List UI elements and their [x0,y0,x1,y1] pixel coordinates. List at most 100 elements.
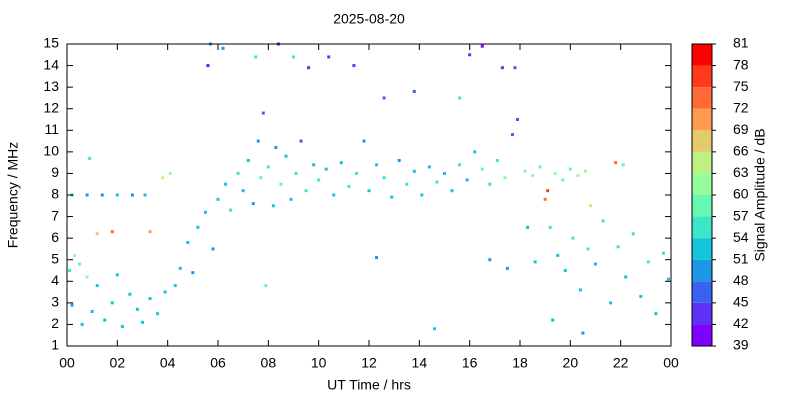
data-point [352,64,356,68]
data-point [284,154,288,158]
y-tick-label: 13 [43,78,59,94]
y-tick-label: 1 [51,337,59,353]
y-tick-label: 10 [43,143,59,159]
colorbar-segment [692,324,712,346]
colorbar-segment [692,259,712,282]
x-tick-label: 22 [613,355,629,371]
data-point [503,176,507,180]
colorbar-segment [692,130,712,152]
data-point [73,253,77,257]
data-point [186,240,190,244]
data-point [88,156,92,160]
data-point [505,266,509,270]
data-point [115,193,119,197]
colorbar-segment [692,195,712,217]
data-point [135,307,139,311]
data-point [163,290,167,294]
data-point [561,178,565,182]
data-point [256,139,260,143]
colorbar-segment [692,108,712,131]
data-point [130,193,134,197]
colorbar-tick-label: 81 [733,35,749,51]
data-point [216,197,220,201]
x-tick-label: 18 [512,355,528,371]
data-point [307,66,311,70]
colorbar-tick-label: 72 [733,99,749,115]
data-point [236,171,240,175]
data-point [317,178,321,182]
data-point [375,256,379,260]
data-point [203,210,207,214]
data-point [654,312,658,316]
data-point [531,174,535,178]
data-point [473,150,477,154]
data-point [458,96,462,100]
data-point [128,292,132,296]
data-point [78,262,82,266]
data-point [390,195,394,199]
x-tick-label: 20 [563,355,579,371]
colorbar-segment [692,151,712,174]
data-point [274,146,278,150]
data-point [432,327,436,331]
data-point [312,163,316,167]
y-tick-label: 6 [51,229,59,245]
x-tick-label: 06 [210,355,226,371]
data-point [324,167,328,171]
data-point [588,204,592,208]
data-point [95,232,99,236]
colorbar-tick-label: 69 [733,121,749,137]
data-point [556,253,560,257]
colorbar-tick-label: 75 [733,78,749,94]
y-tick-label: 11 [44,121,59,137]
data-point [583,169,587,173]
y-tick-label: 8 [51,186,59,202]
data-point [339,161,343,165]
data-point [450,189,454,193]
x-tick-label: 08 [261,355,277,371]
x-tick-label: 14 [412,355,428,371]
data-point [299,139,303,143]
data-point [609,301,613,305]
data-point [581,331,585,335]
data-point [246,158,250,162]
data-point [148,297,152,301]
x-tick-label: 00 [59,355,75,371]
y-tick-label: 9 [51,164,59,180]
chart-title: 2025-08-20 [333,11,405,27]
data-point [294,171,298,175]
data-point [90,309,94,313]
data-point [375,163,379,167]
data-point [523,169,527,173]
data-point [563,269,567,272]
data-point [68,269,72,272]
data-point [405,182,409,186]
data-point [168,171,172,175]
data-point [412,89,416,93]
data-point [264,284,268,288]
data-point [211,247,215,251]
data-point [161,176,165,180]
y-tick-label: 15 [43,35,59,51]
data-point [251,202,255,206]
data-point [551,318,555,322]
data-point [156,312,160,316]
data-point [639,294,643,298]
data-point [412,169,416,173]
data-point [304,189,308,193]
data-point [538,165,542,169]
colorbar-segment [692,281,712,303]
data-point [586,247,590,251]
y-tick-label: 2 [51,315,59,331]
data-point [271,204,275,208]
data-point [141,320,144,324]
data-point [510,133,514,137]
colorbar-tick-label: 54 [733,229,749,245]
x-axis-label: UT Time / hrs [327,377,411,393]
data-point [616,245,620,249]
data-point [443,171,446,175]
data-point [382,96,386,100]
x-tick-label: 04 [160,355,176,371]
